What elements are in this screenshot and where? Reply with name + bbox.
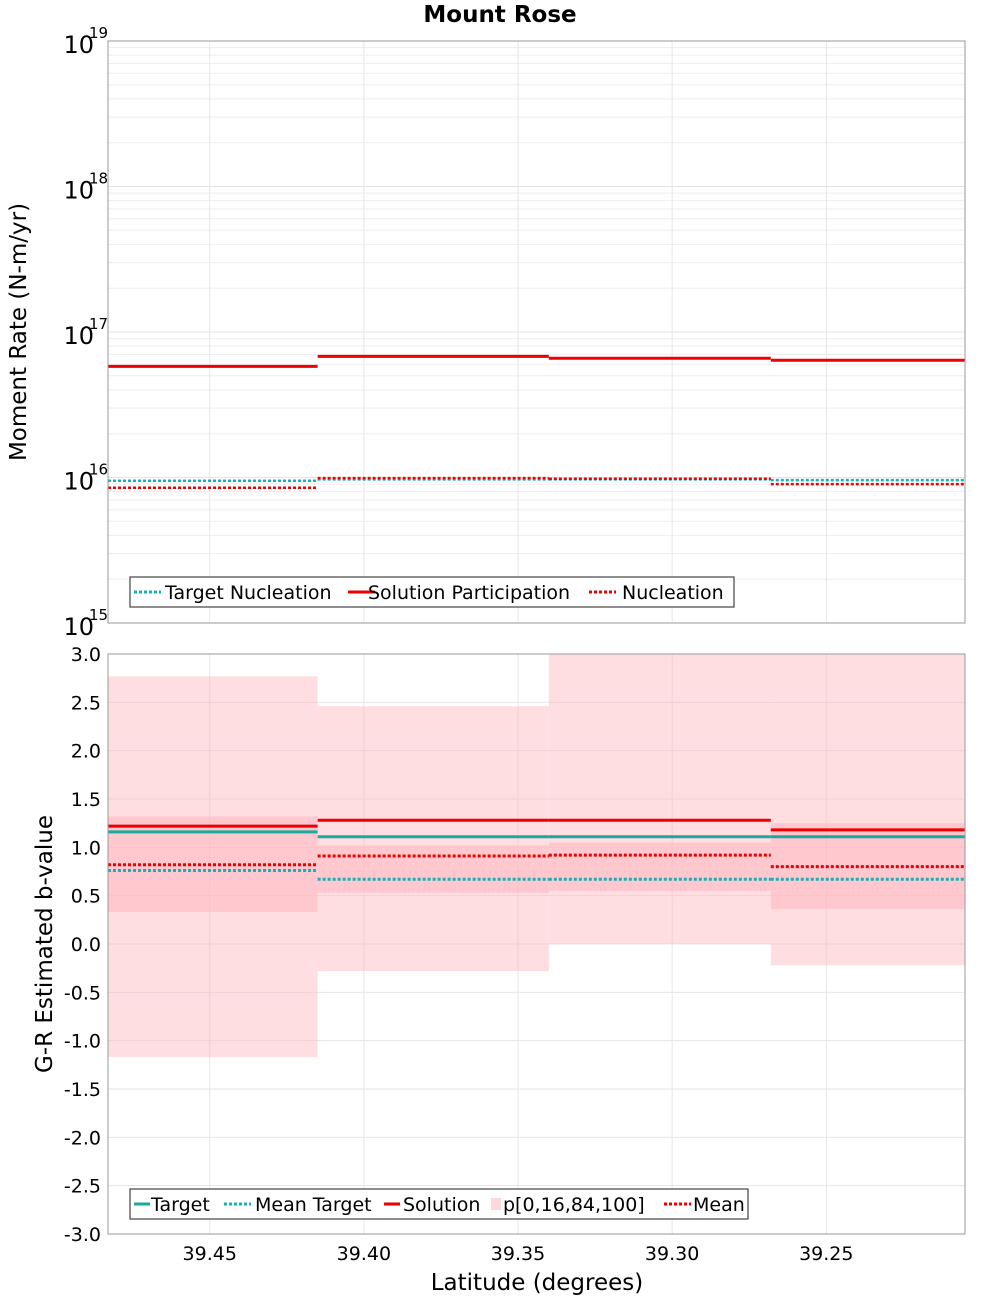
tick-base: 10	[63, 613, 94, 641]
top-plot-frame	[107, 40, 966, 624]
x-tick-label: 39.40	[337, 1243, 391, 1265]
tick-exponent: 15	[89, 606, 108, 624]
bottom-legend-box	[129, 1188, 749, 1220]
bottom-y-tick-label: 2.5	[71, 692, 101, 714]
top-legend-box	[129, 576, 735, 608]
chart-title: Mount Rose	[423, 2, 576, 28]
bottom-y-tick-label: -1.0	[64, 1031, 101, 1053]
band-p0-p100	[317, 706, 549, 972]
top-legend: Target Nucleation Solution Participation N…	[129, 576, 735, 608]
bottom-y-tick-label: 3.0	[71, 644, 101, 666]
band-p16-p84	[317, 845, 549, 893]
band-p0-p100	[770, 654, 965, 966]
tick-exponent: 19	[89, 24, 108, 42]
bottom-legend-swatch	[491, 1198, 501, 1210]
bottom-y-tick-label: -0.5	[64, 982, 101, 1004]
top-series-layer	[108, 354, 965, 490]
top-legend-entry: Target Nucleation	[164, 582, 332, 604]
bottom-plot-frame	[107, 653, 966, 1235]
bottom-y-tick-label: 0.0	[71, 934, 101, 956]
percentile-bands	[108, 654, 965, 1058]
tick-exponent: 16	[89, 461, 108, 479]
bottom-y-tick-label: 2.0	[71, 741, 101, 763]
top-y-axis-label: Moment Rate (N-m/yr)	[6, 203, 32, 461]
x-tick-label: 39.45	[183, 1243, 237, 1265]
band-p16-p84	[548, 842, 771, 891]
bottom-legend-entry: Target	[150, 1194, 210, 1216]
bottom-y-tick-label: -2.0	[64, 1127, 101, 1149]
x-tick-label: 39.25	[799, 1243, 853, 1265]
bottom-y-axis-label: G-R Estimated b-value	[32, 815, 58, 1073]
tick-base: 10	[63, 177, 94, 205]
tick-exponent: 18	[89, 170, 108, 188]
bottom-legend-entry: p[0,16,84,100]	[503, 1194, 645, 1216]
top-gridlines	[108, 41, 965, 624]
tick-base: 10	[63, 322, 94, 350]
bottom-y-tick-label: -3.0	[64, 1224, 101, 1246]
b-value-panel: -3.0 -2.5 -2.0 -1.5 -1.0 -0.5 0.0 0.5 1.0 1.5 2.0 2…	[32, 644, 966, 1296]
bottom-y-tick-label: 0.5	[71, 886, 101, 908]
bottom-legend-entry: Solution	[403, 1194, 480, 1216]
bottom-y-tick-label: 1.0	[71, 837, 101, 859]
bottom-legend: Target Mean Target Solution p[0,16,84,100] M…	[129, 1188, 749, 1220]
tick-exponent: 17	[89, 315, 108, 333]
top-legend-entry: Nucleation	[622, 582, 724, 604]
bottom-legend-entry: Mean Target	[255, 1194, 372, 1216]
band-p0-p100	[548, 654, 771, 944]
x-axis-label: Latitude (degrees)	[431, 1270, 644, 1296]
x-tick-label: 39.30	[645, 1243, 699, 1265]
bottom-legend-entry: Mean	[693, 1194, 745, 1216]
tick-base: 10	[63, 31, 94, 59]
bottom-y-tick-labels: -3.0 -2.5 -2.0 -1.5 -1.0 -0.5 0.0 0.5 1.0 1.5 2.0 2…	[64, 644, 101, 1246]
bottom-y-tick-label: 1.5	[71, 789, 101, 811]
tick-base: 10	[63, 468, 94, 496]
bottom-series-layer	[108, 818, 965, 881]
top-legend-entry: Solution Participation	[368, 582, 570, 604]
bottom-y-tick-label: -2.5	[64, 1176, 101, 1198]
x-tick-label: 39.35	[491, 1243, 545, 1265]
bottom-y-tick-label: -1.5	[64, 1079, 101, 1101]
x-tick-labels: 39.45 39.40 39.35 39.30 39.25	[183, 1243, 854, 1265]
